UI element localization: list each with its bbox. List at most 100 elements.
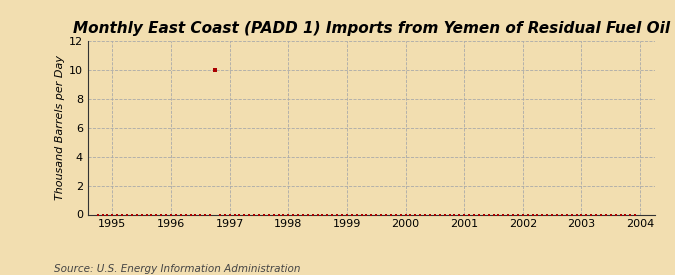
Point	[219, 212, 230, 217]
Point	[156, 212, 167, 217]
Point	[268, 212, 279, 217]
Point	[161, 212, 171, 217]
Point	[122, 212, 132, 217]
Point	[420, 212, 431, 217]
Point	[376, 212, 387, 217]
Point	[273, 212, 284, 217]
Point	[615, 212, 626, 217]
Point	[581, 212, 592, 217]
Point	[97, 212, 108, 217]
Point	[190, 212, 201, 217]
Point	[468, 212, 479, 217]
Point	[346, 212, 357, 217]
Point	[195, 212, 206, 217]
Point	[288, 212, 298, 217]
Point	[254, 212, 265, 217]
Title: Monthly East Coast (PADD 1) Imports from Yemen of Residual Fuel Oil: Monthly East Coast (PADD 1) Imports from…	[73, 21, 670, 36]
Point	[473, 212, 484, 217]
Point	[537, 212, 548, 217]
Point	[278, 212, 289, 217]
Point	[498, 212, 509, 217]
Point	[132, 212, 142, 217]
Point	[425, 212, 435, 217]
Point	[381, 212, 392, 217]
Point	[493, 212, 504, 217]
Point	[371, 212, 381, 217]
Point	[527, 212, 538, 217]
Point	[146, 212, 157, 217]
Point	[136, 212, 147, 217]
Point	[547, 212, 558, 217]
Point	[396, 212, 406, 217]
Point	[337, 212, 348, 217]
Point	[464, 212, 475, 217]
Point	[620, 212, 631, 217]
Point	[180, 212, 191, 217]
Point	[259, 212, 269, 217]
Point	[92, 212, 103, 217]
Point	[444, 212, 455, 217]
Point	[601, 212, 612, 217]
Point	[361, 212, 372, 217]
Point	[141, 212, 152, 217]
Point	[405, 212, 416, 217]
Point	[307, 212, 318, 217]
Point	[107, 212, 117, 217]
Point	[562, 212, 572, 217]
Point	[556, 212, 567, 217]
Point	[342, 212, 352, 217]
Point	[415, 212, 426, 217]
Point	[293, 212, 304, 217]
Point	[479, 212, 489, 217]
Point	[234, 212, 245, 217]
Point	[518, 212, 529, 217]
Point	[112, 212, 123, 217]
Point	[512, 212, 523, 217]
Point	[151, 212, 162, 217]
Point	[244, 212, 254, 217]
Point	[630, 212, 641, 217]
Point	[522, 212, 533, 217]
Point	[351, 212, 362, 217]
Point	[610, 212, 621, 217]
Point	[248, 212, 259, 217]
Point	[551, 212, 562, 217]
Y-axis label: Thousand Barrels per Day: Thousand Barrels per Day	[55, 55, 65, 200]
Point	[385, 212, 396, 217]
Point	[215, 212, 225, 217]
Point	[429, 212, 440, 217]
Point	[126, 212, 137, 217]
Point	[210, 68, 221, 72]
Point	[390, 212, 401, 217]
Point	[165, 212, 176, 217]
Point	[488, 212, 499, 217]
Point	[176, 212, 186, 217]
Point	[302, 212, 313, 217]
Point	[566, 212, 577, 217]
Point	[356, 212, 367, 217]
Point	[439, 212, 450, 217]
Point	[454, 212, 464, 217]
Point	[542, 212, 553, 217]
Point	[102, 212, 113, 217]
Point	[366, 212, 377, 217]
Point	[263, 212, 274, 217]
Point	[459, 212, 470, 217]
Point	[185, 212, 196, 217]
Point	[434, 212, 445, 217]
Point	[317, 212, 328, 217]
Point	[508, 212, 518, 217]
Point	[410, 212, 421, 217]
Point	[313, 212, 323, 217]
Point	[327, 212, 338, 217]
Point	[322, 212, 333, 217]
Point	[171, 212, 182, 217]
Point	[200, 212, 211, 217]
Point	[283, 212, 294, 217]
Point	[571, 212, 582, 217]
Point	[576, 212, 587, 217]
Point	[586, 212, 597, 217]
Point	[532, 212, 543, 217]
Text: Source: U.S. Energy Information Administration: Source: U.S. Energy Information Administ…	[54, 264, 300, 274]
Point	[331, 212, 342, 217]
